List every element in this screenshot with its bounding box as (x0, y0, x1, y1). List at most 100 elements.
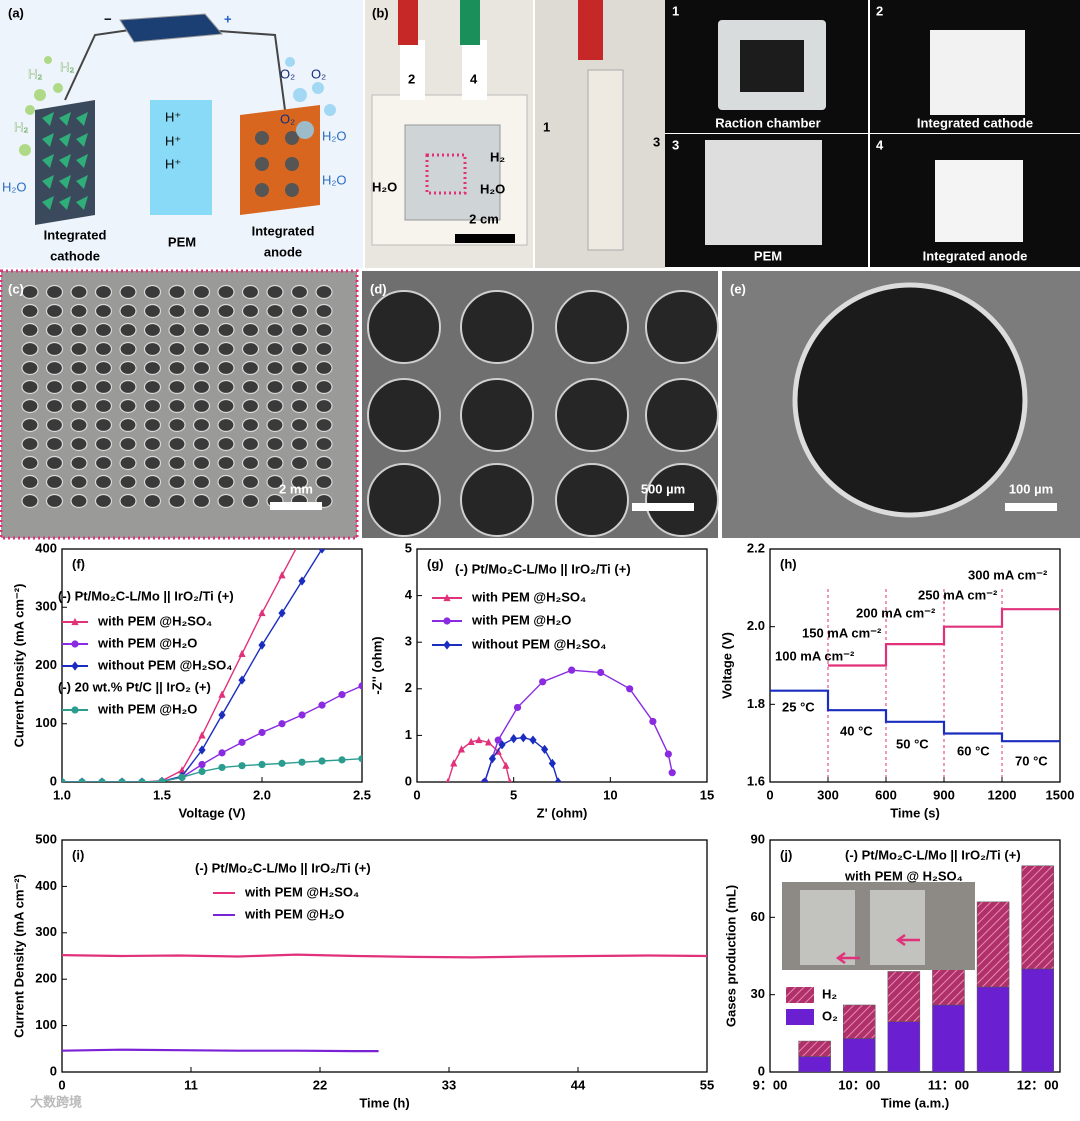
x-tick-label: 22 (313, 1077, 327, 1092)
catalyst (76, 154, 88, 168)
label: H⁺ (165, 109, 181, 124)
marker (218, 690, 226, 698)
hole (70, 303, 88, 319)
x-tick-label: 1.0 (53, 787, 71, 802)
label: PEM (754, 248, 782, 263)
hole (94, 303, 113, 319)
marker (450, 759, 458, 767)
hole (21, 436, 39, 452)
hole (217, 379, 235, 395)
hole (119, 341, 137, 357)
catalyst (59, 154, 71, 168)
legend-label: without PEM @H₂SO₄ (97, 657, 232, 672)
label: H₂ (28, 66, 42, 81)
hole (168, 360, 186, 376)
label: (c) (8, 281, 24, 296)
hole (168, 284, 186, 300)
panel-label: (i) (72, 847, 84, 862)
hole (241, 303, 260, 319)
legend-title: (-) Pt/Mo₂C-L/Mo || IrO₂/Ti (+) (58, 588, 234, 603)
hole (45, 455, 64, 471)
hole (21, 360, 39, 376)
marker (71, 706, 79, 714)
marker (443, 593, 451, 602)
hole (460, 290, 534, 364)
device-side (587, 69, 624, 251)
marker (278, 759, 286, 767)
y-tick-label: 0 (405, 773, 412, 788)
hole (192, 436, 211, 452)
marker (178, 766, 186, 774)
label: O₂ (280, 66, 295, 81)
anode-sheet (935, 160, 1023, 242)
bubble (25, 105, 35, 115)
marker (358, 755, 362, 763)
label: H₂ (60, 59, 74, 74)
hole (119, 284, 137, 300)
scale-bar (455, 234, 515, 243)
hole (266, 303, 284, 319)
marker (71, 661, 79, 671)
catalyst (285, 183, 299, 197)
hole (45, 322, 64, 338)
label: H⁺ (165, 156, 181, 171)
hole (217, 493, 235, 509)
legend-title: (-) Pt/Mo₂C-L/Mo || IrO₂/Ti (+) (455, 561, 631, 576)
marker (71, 617, 79, 626)
catalyst (42, 133, 54, 147)
hole (266, 360, 284, 376)
hole (315, 360, 333, 376)
hole (217, 284, 235, 300)
catalyst (59, 133, 71, 147)
label: 2 (408, 71, 415, 86)
label: 3 (653, 134, 660, 149)
catalyst (285, 157, 299, 171)
hole (217, 455, 235, 471)
hole (241, 360, 260, 376)
x-tick-label: 5 (510, 787, 517, 802)
legend-label: with PEM @H₂SO₄ (97, 613, 212, 628)
scale-bar (632, 503, 694, 511)
hole (192, 455, 211, 471)
y-tick-label: 300 (35, 599, 57, 614)
hole (192, 398, 211, 414)
hole (70, 360, 88, 376)
hole (119, 303, 137, 319)
hole (266, 417, 284, 433)
hole (315, 284, 333, 300)
marker (71, 640, 79, 648)
marker (510, 734, 518, 744)
hole (45, 284, 64, 300)
y-tick-label: 0 (758, 1063, 765, 1078)
hole (266, 341, 284, 357)
marker (178, 773, 186, 781)
hole (792, 282, 1028, 518)
bar-segment (1021, 865, 1054, 970)
hole (192, 341, 211, 357)
annotation: 60 °C (957, 743, 990, 758)
hole (217, 436, 235, 452)
watermark: 大数跨境 (30, 1094, 82, 1109)
marker (238, 675, 246, 685)
x-tick-label: 2.5 (353, 787, 371, 802)
clip (460, 0, 480, 45)
hole (70, 436, 88, 452)
marker (529, 735, 537, 745)
marker (198, 760, 206, 769)
legend-label: with PEM @H₂SO₄ (471, 589, 586, 604)
marker (443, 617, 451, 625)
hole (217, 360, 235, 376)
cathode-sheet (930, 30, 1025, 115)
marker (62, 778, 66, 782)
label: − (104, 11, 112, 26)
hole (45, 474, 64, 490)
label: H₂ (490, 149, 505, 164)
marker (494, 736, 502, 744)
hole (266, 322, 284, 338)
hole (45, 417, 64, 433)
y-tick-label: 400 (35, 878, 57, 893)
hole (290, 284, 309, 300)
hole (192, 379, 211, 395)
legend-title: (-) Pt/Mo₂C-L/Mo || IrO₂/Ti (+) (195, 860, 371, 875)
